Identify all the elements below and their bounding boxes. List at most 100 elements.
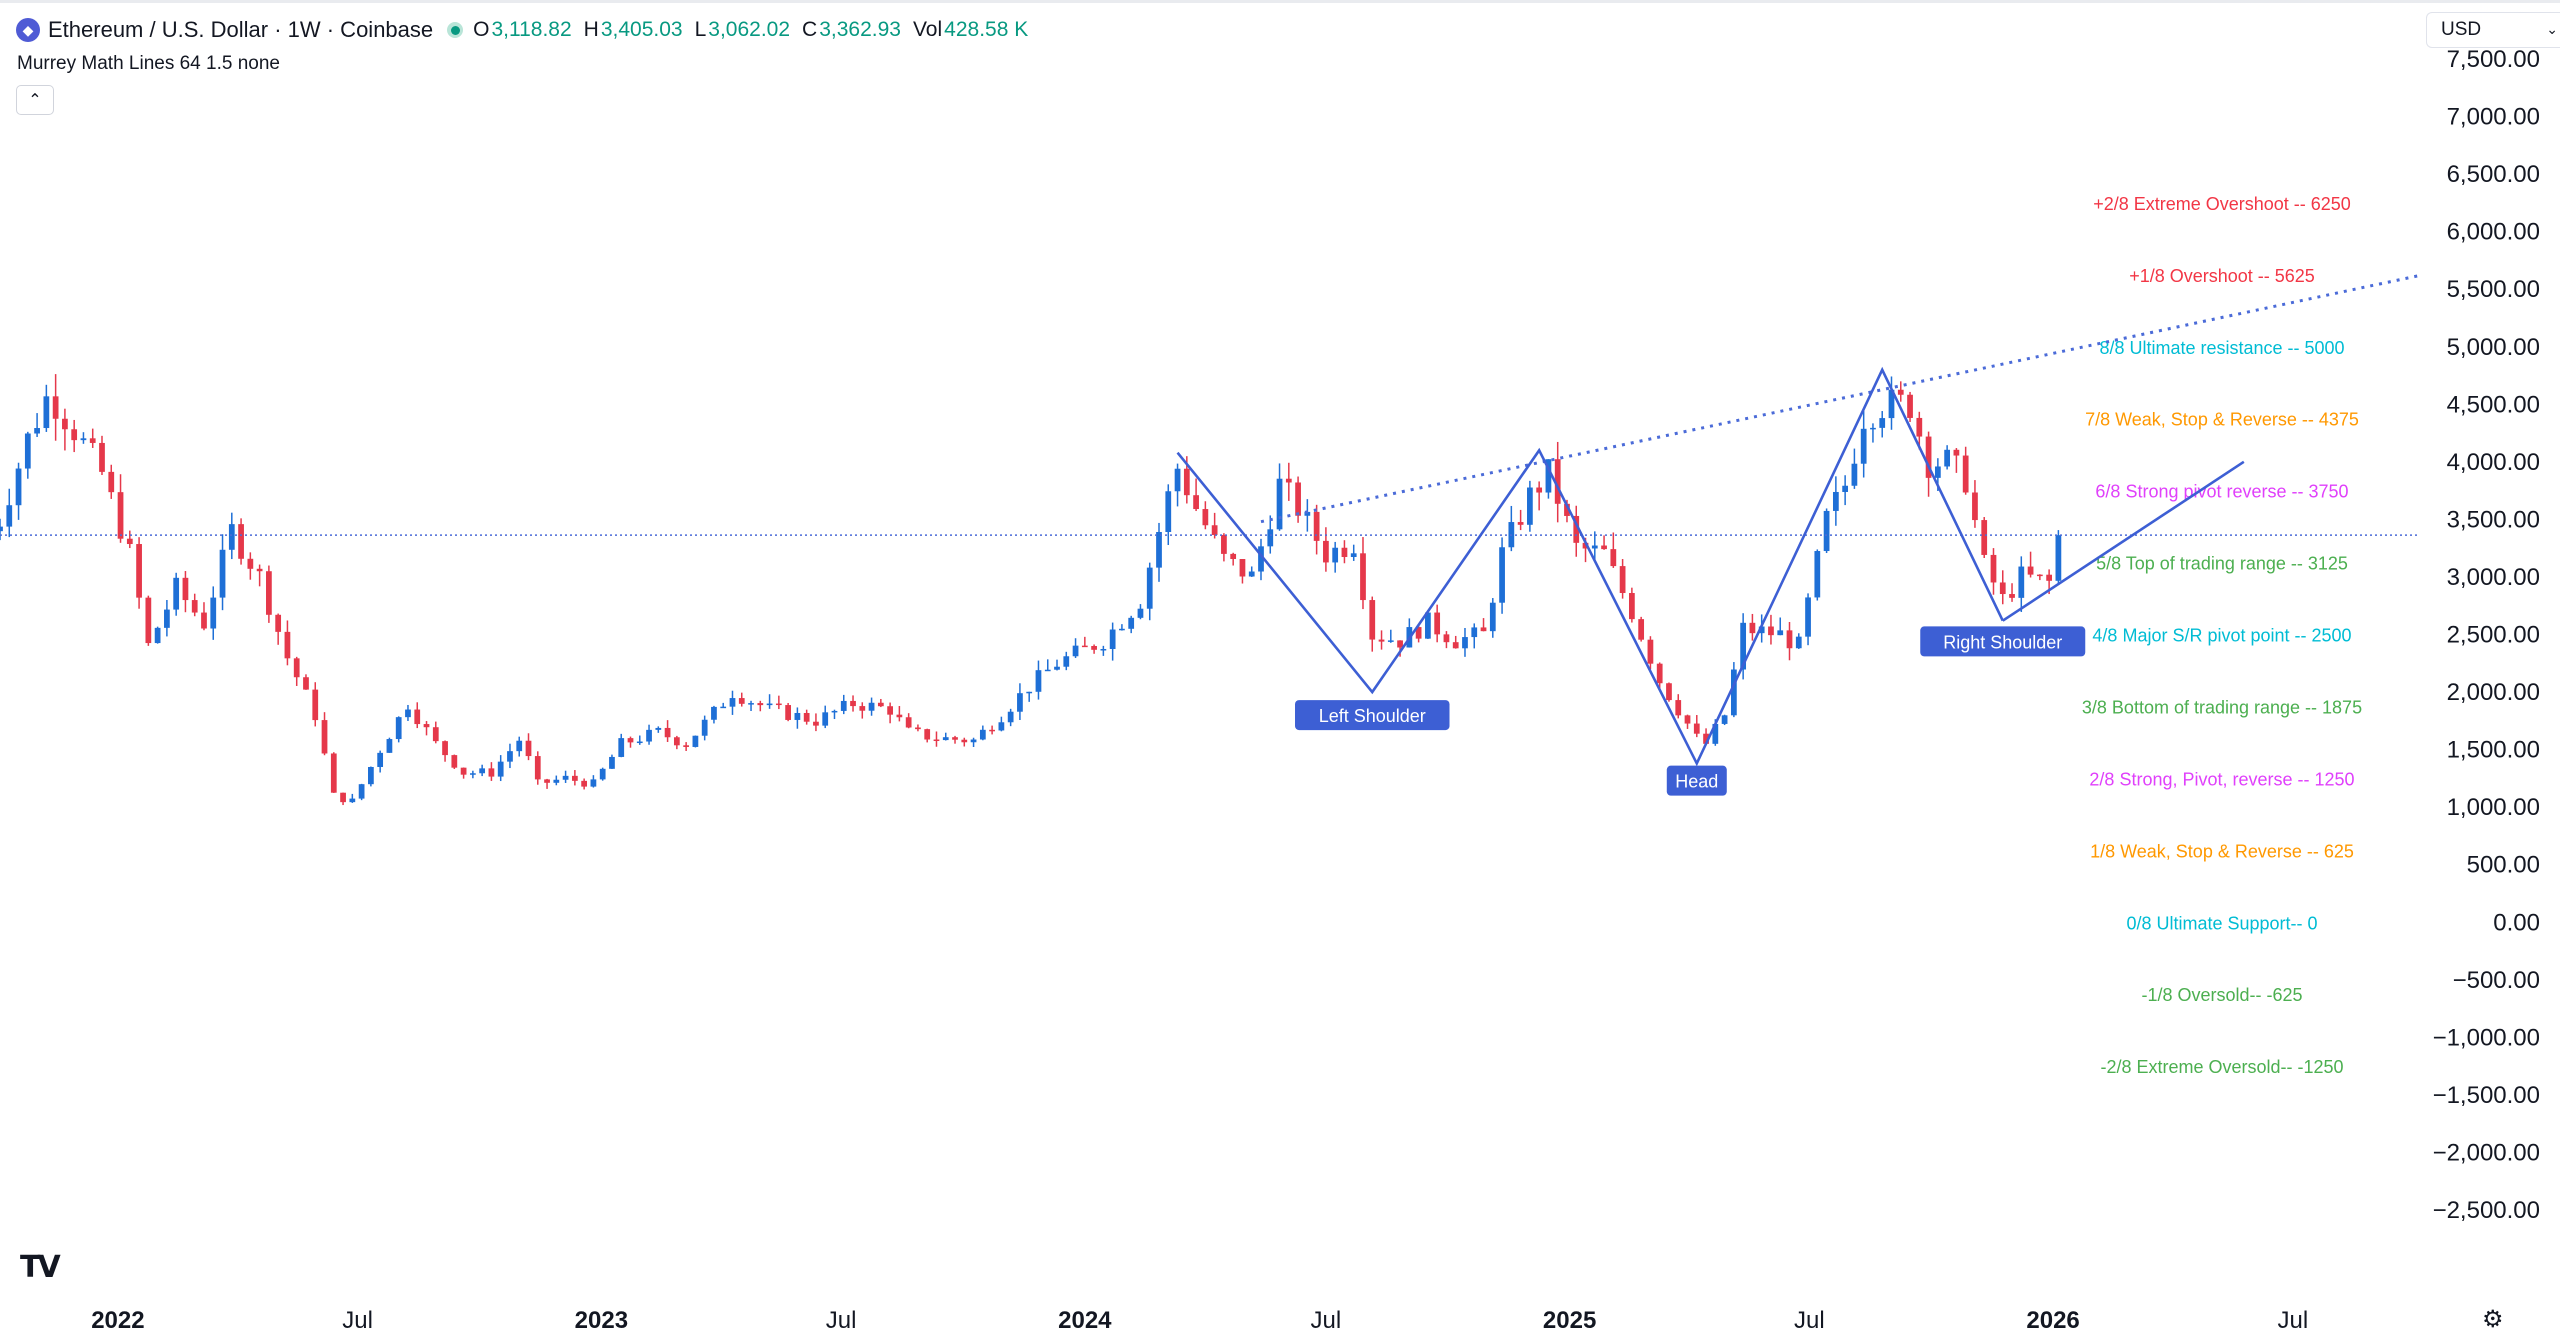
candle-body bbox=[1480, 627, 1487, 632]
candle-body bbox=[442, 741, 448, 756]
candle-body bbox=[1517, 522, 1524, 525]
candle-body bbox=[1749, 622, 1756, 634]
murrey-line-label: -2/8 Extreme Oversold-- -1250 bbox=[2100, 1057, 2343, 1077]
murrey-line-label: 8/8 Ultimate resistance -- 5000 bbox=[2099, 338, 2344, 358]
candle-body bbox=[924, 729, 931, 740]
candle-body bbox=[599, 768, 606, 780]
candle-body bbox=[1684, 715, 1691, 724]
candle-body bbox=[1786, 630, 1793, 649]
open-value: 3,118.82 bbox=[491, 18, 572, 41]
candle-body bbox=[646, 729, 652, 742]
candle-body bbox=[1740, 622, 1747, 670]
candle-body bbox=[970, 739, 977, 743]
candle-body bbox=[1536, 487, 1543, 493]
candle-body bbox=[1934, 466, 1941, 478]
candle-body bbox=[1091, 645, 1097, 650]
candle-body bbox=[423, 724, 430, 728]
candle-body bbox=[571, 775, 578, 781]
candle-body bbox=[766, 703, 773, 706]
candle-body bbox=[1768, 626, 1774, 636]
candle-body bbox=[1703, 733, 1709, 744]
murrey-line-label: +1/8 Overshoot -- 5625 bbox=[2129, 266, 2315, 286]
candle-body bbox=[145, 597, 152, 644]
murrey-line-label: 3/8 Bottom of trading range -- 1875 bbox=[2082, 697, 2362, 717]
candle-body bbox=[24, 433, 31, 469]
candle-body bbox=[1044, 669, 1051, 672]
annotation-label: Right Shoulder bbox=[1943, 632, 2062, 652]
head-shoulders-pattern-line bbox=[1176, 366, 2004, 767]
x-tick-label: 2023 bbox=[575, 1307, 628, 1334]
x-tick-label: 2022 bbox=[91, 1307, 144, 1334]
candle-body bbox=[1415, 627, 1422, 639]
candle-body bbox=[979, 729, 986, 740]
currency-select[interactable]: USD ⌄ bbox=[2426, 12, 2560, 48]
candle-body bbox=[1842, 485, 1849, 492]
candle-body bbox=[785, 705, 791, 720]
candle-body bbox=[1081, 645, 1088, 648]
candle-body bbox=[525, 740, 532, 757]
candle-body bbox=[488, 768, 495, 777]
candle-body bbox=[1332, 547, 1339, 563]
symbol-title[interactable]: Ethereum / U.S. Dollar · 1W · Coinbase bbox=[48, 17, 434, 42]
murrey-line-label: 0/8 Ultimate Support-- 0 bbox=[2126, 913, 2317, 933]
tradingview-logo-icon[interactable]: TV bbox=[20, 1250, 61, 1285]
candle-body bbox=[1471, 627, 1478, 638]
candle-body bbox=[581, 780, 588, 787]
candle-body bbox=[1693, 723, 1700, 734]
candle-body bbox=[683, 745, 690, 747]
ethereum-logo-icon: ◆ bbox=[16, 18, 40, 42]
candle-body bbox=[330, 753, 337, 793]
candle-body bbox=[1712, 723, 1719, 744]
candle-body bbox=[1823, 510, 1830, 552]
candle-body bbox=[859, 706, 866, 711]
candle-body bbox=[1146, 567, 1153, 609]
candle-body bbox=[673, 737, 680, 746]
candle-body bbox=[1564, 503, 1570, 516]
chevron-down-icon: ⌄ bbox=[2546, 21, 2558, 37]
y-tick-label: 6,000.00 bbox=[2447, 219, 2540, 246]
collapse-legend-button[interactable]: ⌃ bbox=[16, 85, 54, 115]
candle-body bbox=[201, 612, 207, 629]
candle-body bbox=[1851, 463, 1858, 486]
candle-body bbox=[905, 717, 912, 728]
candle-body bbox=[553, 779, 560, 783]
candle-body bbox=[80, 438, 87, 441]
candle-body bbox=[34, 428, 40, 434]
candle-body bbox=[748, 703, 754, 705]
x-tick-label: Jul bbox=[826, 1307, 857, 1334]
candle-body bbox=[1638, 619, 1645, 640]
candle-body bbox=[1425, 612, 1431, 639]
candle-body bbox=[89, 438, 96, 443]
candle-body bbox=[1443, 634, 1450, 643]
candle-body bbox=[1962, 455, 1969, 493]
candle-body bbox=[154, 627, 161, 644]
candle-body bbox=[1202, 509, 1209, 526]
x-tick-label: Jul bbox=[1794, 1307, 1825, 1334]
candle-body bbox=[1814, 551, 1821, 598]
candle-body bbox=[460, 767, 467, 775]
volume-value: 428.58 K bbox=[944, 18, 1029, 41]
candle-body bbox=[794, 712, 801, 720]
candle-body bbox=[479, 768, 486, 774]
candle-body bbox=[738, 698, 745, 704]
candle-body bbox=[1462, 637, 1468, 649]
candle-body bbox=[2009, 594, 2015, 598]
y-tick-label: 2,500.00 bbox=[2447, 622, 2540, 649]
candle-body bbox=[1248, 571, 1255, 577]
candle-body bbox=[1174, 468, 1181, 492]
candle-body bbox=[414, 709, 421, 725]
candle-body bbox=[1675, 700, 1682, 716]
candle-body bbox=[1916, 417, 1923, 437]
candle-body bbox=[2036, 574, 2043, 577]
y-tick-label: 6,500.00 bbox=[2447, 161, 2540, 188]
candle-body bbox=[1666, 683, 1672, 701]
gear-icon[interactable]: ⚙ bbox=[2482, 1306, 2504, 1333]
candle-body bbox=[877, 702, 884, 707]
candle-body bbox=[228, 524, 235, 550]
candle-body bbox=[173, 577, 180, 610]
indicator-legend[interactable]: Murrey Math Lines 64 1.5 none bbox=[17, 53, 280, 74]
candle-body bbox=[1072, 645, 1079, 657]
candle-body bbox=[219, 549, 226, 598]
candle-body bbox=[627, 738, 634, 743]
